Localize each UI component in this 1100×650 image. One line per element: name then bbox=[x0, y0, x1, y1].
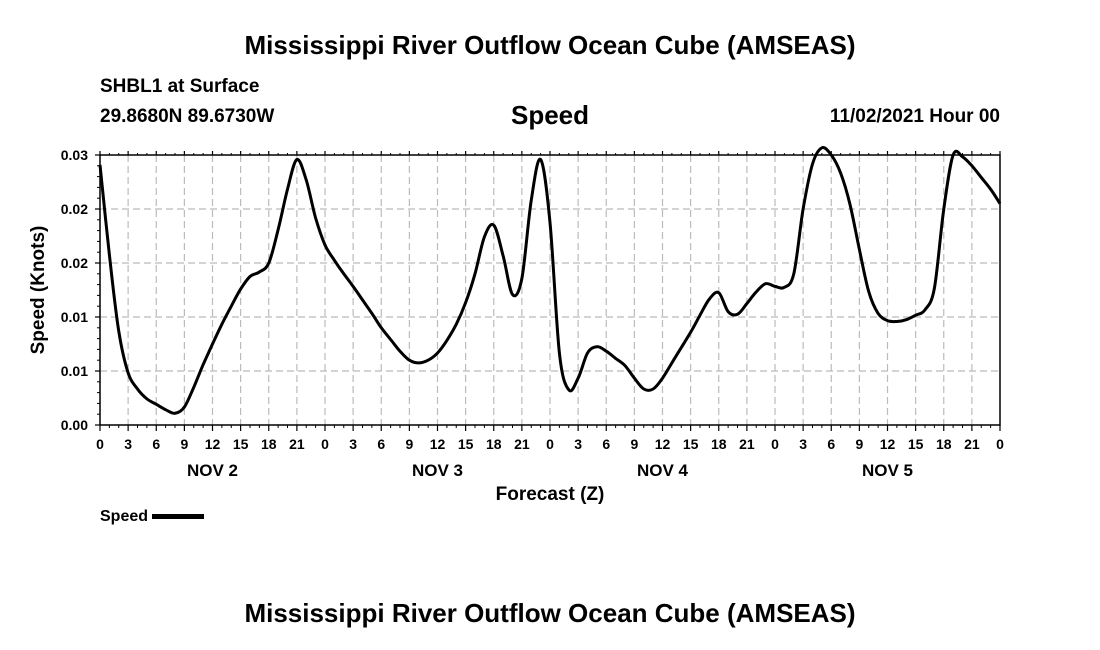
x-tick-label: 21 bbox=[514, 436, 530, 452]
x-tick-label: 9 bbox=[180, 436, 188, 452]
x-tick-label: 0 bbox=[771, 436, 779, 452]
x-tick-label: 0 bbox=[96, 436, 104, 452]
chart-title: Mississippi River Outflow Ocean Cube (AM… bbox=[244, 30, 856, 60]
x-tick-label: 15 bbox=[683, 436, 699, 452]
x-tick-label: 6 bbox=[602, 436, 610, 452]
day-label: NOV 3 bbox=[412, 461, 463, 480]
day-label: NOV 5 bbox=[862, 461, 913, 480]
x-tick-label: 0 bbox=[546, 436, 554, 452]
speed-series-line bbox=[98, 146, 1002, 415]
x-tick-label: 9 bbox=[405, 436, 413, 452]
x-tick-label: 21 bbox=[964, 436, 980, 452]
x-tick-label: 12 bbox=[880, 436, 896, 452]
footer-title: Mississippi River Outflow Ocean Cube (AM… bbox=[244, 598, 856, 628]
legend-label: Speed bbox=[100, 508, 149, 525]
x-tick-label: 0 bbox=[996, 436, 1004, 452]
x-tick-label: 6 bbox=[377, 436, 385, 452]
y-axis-label: Speed (Knots) bbox=[28, 226, 49, 355]
x-tick-label: 18 bbox=[486, 436, 502, 452]
chart-grid bbox=[100, 155, 1000, 425]
x-tick-label: 3 bbox=[349, 436, 357, 452]
x-tick-label: 12 bbox=[655, 436, 671, 452]
x-tick-label: 3 bbox=[124, 436, 132, 452]
x-tick-label: 15 bbox=[233, 436, 249, 452]
x-tick-label: 18 bbox=[711, 436, 727, 452]
x-tick-label: 12 bbox=[205, 436, 221, 452]
x-tick-label: 15 bbox=[908, 436, 924, 452]
x-tick-label: 15 bbox=[458, 436, 474, 452]
x-axis-label: Forecast (Z) bbox=[496, 484, 605, 505]
x-tick-label: 12 bbox=[430, 436, 446, 452]
x-tick-label: 3 bbox=[574, 436, 582, 452]
day-label: NOV 4 bbox=[637, 461, 689, 480]
x-tick-label: 18 bbox=[261, 436, 277, 452]
coordinates-label: 29.8680N 89.6730W bbox=[100, 106, 275, 127]
y-tick-label: 0.01 bbox=[61, 309, 88, 325]
day-label: NOV 2 bbox=[187, 461, 238, 480]
chart-legend: Speed bbox=[100, 508, 205, 526]
x-tick-label: 3 bbox=[799, 436, 807, 452]
forecast-datetime: 11/02/2021 Hour 00 bbox=[829, 106, 1000, 127]
x-tick-label: 21 bbox=[289, 436, 305, 452]
x-tick-label: 0 bbox=[321, 436, 329, 452]
y-tick-label: 0.02 bbox=[61, 255, 88, 271]
plot-frame bbox=[99, 154, 1001, 426]
y-tick-label: 0.00 bbox=[61, 417, 88, 433]
y-tick-label: 0.03 bbox=[61, 147, 88, 163]
y-tick-label: 0.01 bbox=[61, 363, 88, 379]
legend-line-swatch bbox=[152, 514, 205, 520]
x-tick-label: 6 bbox=[827, 436, 835, 452]
x-tick-label: 9 bbox=[630, 436, 638, 452]
x-tick-label: 6 bbox=[152, 436, 160, 452]
x-tick-label: 21 bbox=[739, 436, 755, 452]
station-label: SHBL1 at Surface bbox=[100, 76, 260, 97]
metric-title: Speed bbox=[510, 100, 590, 130]
x-tick-label: 18 bbox=[936, 436, 952, 452]
x-tick-label: 9 bbox=[855, 436, 863, 452]
y-tick-label: 0.02 bbox=[61, 201, 88, 217]
chart-tick-labels: 0.00 0.01 0.01 0.02 0.02 0.03 0 3 6 9 12 15 18 21 0 3 6 9… bbox=[61, 147, 1004, 480]
